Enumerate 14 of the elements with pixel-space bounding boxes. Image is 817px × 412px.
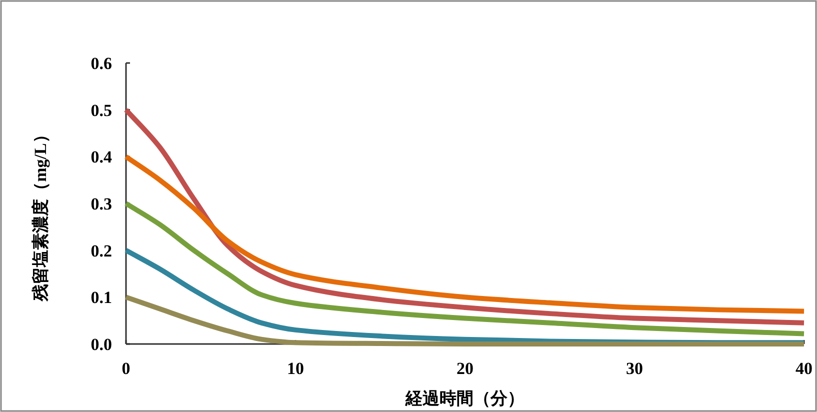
y-axis-title: 残留塩素濃度（mg/L） [31, 126, 50, 302]
x-axis-title: 経過時間（分） [404, 389, 524, 408]
y-tick-label: 0.5 [90, 100, 112, 120]
y-tick-label: 0.3 [90, 194, 112, 214]
x-tick-label: 0 [122, 359, 130, 378]
x-tick-label: 40 [796, 359, 812, 378]
y-tick-label: 0.1 [90, 288, 112, 308]
y-tick-label: 0.4 [90, 148, 112, 167]
x-tick-label: 30 [626, 359, 643, 378]
y-tick-label: 0.0 [90, 335, 112, 354]
y-tick-label: 0.2 [90, 241, 112, 260]
x-tick-label: 10 [287, 359, 304, 378]
y-tick-label: 0.6 [90, 54, 112, 73]
x-tick-label: 20 [456, 359, 474, 378]
